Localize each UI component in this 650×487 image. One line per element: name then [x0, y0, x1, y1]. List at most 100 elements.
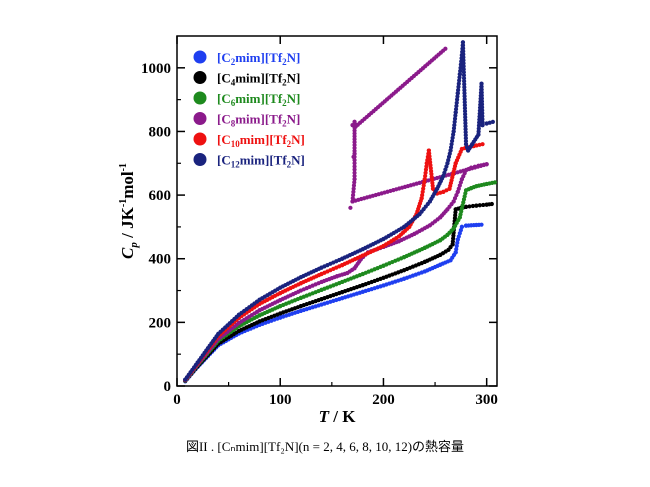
data-point [479, 99, 485, 104]
data-point [484, 202, 489, 207]
data-point [480, 142, 485, 147]
x-tick-label: 300 [475, 392, 498, 408]
data-point [298, 308, 303, 314]
legend-marker [193, 50, 207, 64]
data-point [298, 275, 303, 280]
data-point [481, 202, 486, 208]
data-point [474, 222, 479, 228]
data-point [423, 167, 429, 172]
data-point [352, 140, 357, 145]
data-point [448, 148, 453, 153]
data-point [463, 124, 468, 129]
data-point [447, 151, 452, 156]
data-point [360, 271, 365, 277]
data-point [278, 297, 283, 303]
data-point [298, 304, 303, 309]
data-point [352, 145, 357, 151]
data-point [352, 164, 357, 169]
data-point [456, 81, 461, 86]
x-tick-label: 200 [372, 392, 395, 408]
y-tick-label: 800 [149, 124, 172, 140]
data-point [420, 189, 425, 195]
data-point [459, 146, 465, 152]
data-point [469, 165, 474, 170]
legend-label: [C8mim][Tf2N] [217, 112, 300, 129]
y-tick-label: 1000 [141, 61, 171, 77]
data-point [454, 103, 459, 109]
data-point [401, 255, 407, 260]
data-point [396, 239, 402, 244]
data-series-group [183, 40, 498, 384]
data-point [479, 81, 484, 86]
data-point [348, 205, 353, 210]
data-point [352, 128, 357, 133]
data-point [457, 75, 462, 80]
data-point [474, 184, 479, 189]
data-point [396, 234, 402, 239]
legend-marker [193, 91, 207, 105]
data-point [463, 115, 468, 120]
data-point [477, 203, 482, 208]
legend-label: [C6mim][Tf2N] [217, 91, 300, 108]
data-point [446, 154, 452, 160]
data-point [360, 253, 365, 258]
legend-marker [193, 132, 207, 146]
data-point [479, 90, 484, 95]
data-point [460, 43, 466, 48]
data-point [476, 129, 481, 134]
x-axis-title: T / K [319, 407, 357, 426]
data-point [352, 167, 357, 172]
data-point [278, 311, 283, 316]
data-point [445, 232, 450, 237]
data-point [461, 49, 466, 54]
data-point [298, 281, 303, 286]
y-tick-label: 0 [164, 379, 172, 395]
data-point [459, 52, 465, 58]
data-point [453, 113, 458, 118]
data-point [461, 64, 466, 69]
data-point [352, 180, 357, 185]
data-point [454, 100, 459, 105]
data-point [422, 180, 427, 185]
data-point [459, 177, 465, 182]
series-3 [183, 46, 489, 383]
data-point [351, 189, 356, 195]
data-point [352, 131, 357, 136]
data-point [381, 243, 386, 249]
data-point [257, 297, 262, 302]
data-point [451, 126, 457, 131]
data-point [360, 283, 365, 288]
data-point [401, 224, 407, 230]
data-point [352, 173, 357, 179]
data-point [457, 78, 462, 83]
data-point [340, 290, 345, 295]
data-point [461, 73, 467, 78]
data-point [460, 40, 466, 45]
data-point [458, 68, 463, 74]
data-point [458, 227, 463, 233]
data-point [257, 313, 262, 318]
data-point [492, 180, 498, 185]
data-point [438, 252, 443, 258]
data-point [449, 138, 455, 144]
data-point [351, 186, 356, 191]
data-point [424, 161, 429, 166]
data-point [462, 82, 467, 87]
data-point [352, 148, 357, 153]
data-point [438, 215, 443, 220]
data-point [458, 65, 463, 70]
data-point [484, 162, 489, 167]
data-point [465, 148, 471, 153]
data-point [319, 302, 324, 307]
data-point [278, 290, 283, 296]
data-point [462, 85, 467, 90]
data-point [453, 110, 458, 115]
data-point [476, 132, 481, 137]
data-point [350, 196, 355, 201]
data-point [476, 163, 481, 168]
data-point [463, 121, 468, 126]
data-point [352, 266, 357, 271]
data-point [462, 79, 467, 84]
heat-capacity-chart: 0 100 200 300 0 200 400 600 800 1000 T / K Cp / JK-… [118, 35, 498, 426]
data-point [484, 121, 489, 126]
